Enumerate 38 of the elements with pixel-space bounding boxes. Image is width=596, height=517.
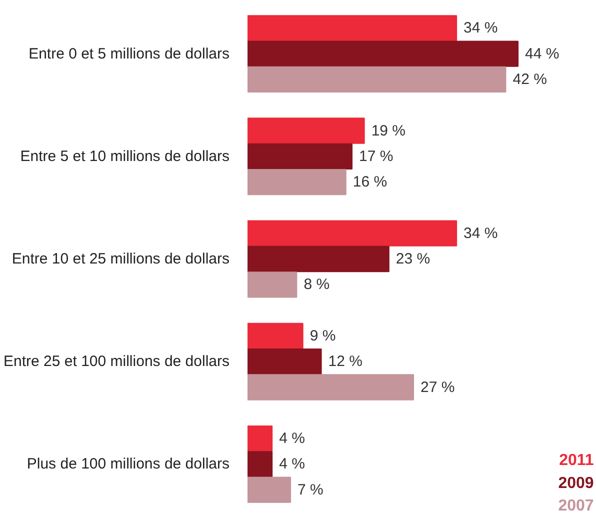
- bar: [248, 476, 292, 503]
- bar: [248, 40, 519, 67]
- bar: [248, 15, 458, 42]
- data-label: 12 %: [328, 353, 362, 370]
- data-label: 44 %: [525, 45, 560, 62]
- data-label: 7 %: [298, 481, 324, 498]
- bar: [248, 425, 273, 452]
- bar: [248, 451, 273, 478]
- data-label: 19 %: [371, 122, 406, 140]
- bar: [248, 143, 353, 170]
- y-tick-label: Entre 0 et 5 millions de dollars: [28, 45, 230, 62]
- text: 2007: [558, 497, 594, 514]
- bar: [248, 272, 298, 298]
- bar: [248, 348, 322, 375]
- y-tick-label: Entre 10 et 25 millions de dollars: [12, 250, 230, 268]
- data-label: 17 %: [359, 148, 394, 165]
- data-label: 4 %: [279, 456, 305, 473]
- bar: [248, 246, 390, 272]
- bar: [248, 220, 458, 246]
- bar: [248, 322, 304, 350]
- bar: [248, 374, 414, 400]
- data-label: 34 %: [464, 224, 498, 242]
- data-label: 16 %: [352, 174, 388, 191]
- data-label: 34 %: [464, 20, 498, 37]
- bar: [248, 118, 365, 144]
- text: 2009: [558, 474, 594, 492]
- y-tick-label: Entre 25 et 100 millions de dollars: [4, 353, 230, 370]
- data-label: 8 %: [304, 276, 330, 294]
- bar: [248, 66, 506, 93]
- data-label: 42 %: [512, 70, 547, 88]
- data-label: 4 %: [279, 430, 305, 448]
- text: 2011: [559, 452, 594, 470]
- data-label: 9 %: [310, 327, 336, 344]
- data-label: 27 %: [420, 378, 455, 396]
- y-tick-label: Entre 5 et 10 millions de dollars: [20, 148, 230, 165]
- y-tick-label: Plus de 100 millions de dollars: [26, 456, 230, 473]
- bar: [248, 168, 346, 196]
- data-label: 23 %: [396, 250, 430, 268]
